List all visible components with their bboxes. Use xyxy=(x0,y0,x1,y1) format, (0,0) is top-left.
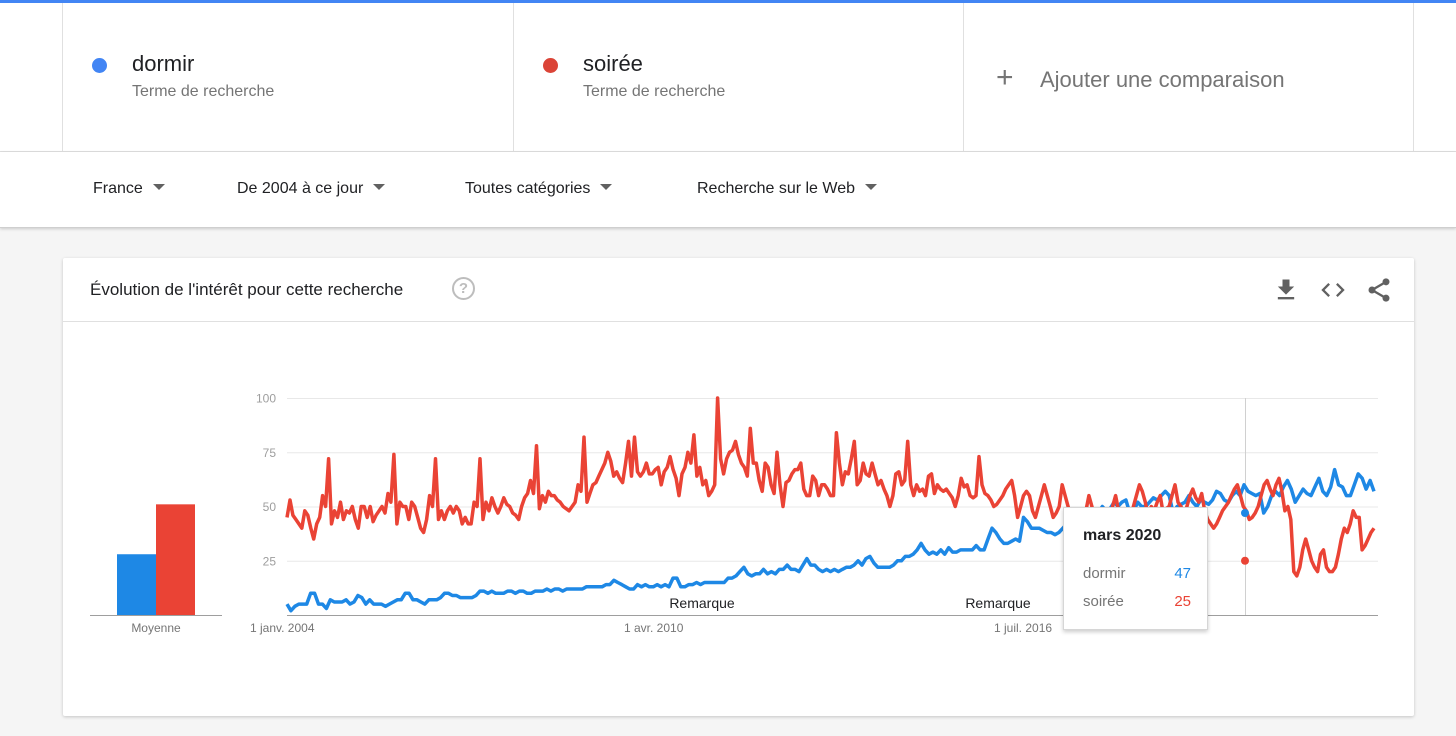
y-tick-label: 100 xyxy=(256,392,276,406)
top-accent-line xyxy=(0,0,1456,3)
average-label: Moyenne xyxy=(131,621,181,635)
plus-icon: + xyxy=(996,61,1014,94)
interest-over-time-card: Évolution de l'intérêt pour cette recher… xyxy=(63,258,1414,716)
annotation-label: Remarque xyxy=(669,595,735,611)
card-header: Évolution de l'intérêt pour cette recher… xyxy=(63,258,1414,322)
embed-code-icon[interactable] xyxy=(1319,276,1347,304)
add-comparison-button[interactable]: + Ajouter une comparaison xyxy=(963,3,1414,152)
term-type: Terme de recherche xyxy=(583,83,726,100)
term-card-soiree[interactable]: soirée Terme de recherche xyxy=(513,3,963,152)
series-line xyxy=(285,467,1376,613)
period-dropdown[interactable]: De 2004 à ce jour xyxy=(237,180,386,198)
dropdown-arrow-icon xyxy=(152,183,165,190)
period-label: De 2004 à ce jour xyxy=(237,180,364,197)
term-name[interactable]: dormir xyxy=(132,51,195,76)
hover-point xyxy=(1241,556,1249,565)
dropdown-arrow-icon xyxy=(600,183,613,190)
hover-tooltip: mars 2020 dormir 47 soirée 25 xyxy=(1063,507,1208,630)
series-dot-icon xyxy=(92,58,107,73)
x-tick-label: 1 janv. 2004 xyxy=(250,621,315,635)
y-tick-label: 25 xyxy=(263,554,277,568)
x-tick-label: 1 juil. 2016 xyxy=(994,621,1052,635)
category-dropdown[interactable]: Toutes catégories xyxy=(465,180,613,198)
term-name[interactable]: soirée xyxy=(583,51,643,76)
share-icon[interactable] xyxy=(1365,276,1393,304)
tooltip-term: soirée xyxy=(1083,593,1124,610)
add-comparison-label: Ajouter une comparaison xyxy=(1040,67,1285,92)
dropdown-arrow-icon xyxy=(373,183,386,190)
card-title: Évolution de l'intérêt pour cette recher… xyxy=(90,280,404,299)
tooltip-term: dormir xyxy=(1083,565,1126,582)
x-tick-label: 1 avr. 2010 xyxy=(624,621,684,635)
tooltip-value: 25 xyxy=(1174,593,1191,610)
hover-point xyxy=(1241,509,1249,518)
annotation-label: Remarque xyxy=(965,595,1031,611)
search-type-label: Recherche sur le Web xyxy=(697,180,855,197)
comparison-terms-bar: dormir Terme de recherche soirée Terme d… xyxy=(0,3,1456,152)
y-tick-label: 75 xyxy=(263,446,277,460)
region-label: France xyxy=(93,180,143,197)
term-card-dormir[interactable]: dormir Terme de recherche xyxy=(62,3,513,152)
term-type: Terme de recherche xyxy=(132,83,275,100)
help-icon[interactable]: ? xyxy=(452,277,475,300)
tooltip-value: 47 xyxy=(1174,565,1191,582)
category-label: Toutes catégories xyxy=(465,180,591,197)
download-icon[interactable] xyxy=(1272,276,1300,304)
search-type-dropdown[interactable]: Recherche sur le Web xyxy=(697,180,877,198)
tooltip-row: dormir 47 xyxy=(1083,565,1191,582)
tooltip-row: soirée 25 xyxy=(1083,593,1191,610)
average-bar xyxy=(156,504,195,615)
filter-bar: France De 2004 à ce jour Toutes catégori… xyxy=(0,152,1456,228)
series-dot-icon xyxy=(543,58,558,73)
y-tick-label: 50 xyxy=(263,500,277,514)
region-dropdown[interactable]: France xyxy=(93,180,165,198)
average-bar xyxy=(117,554,156,615)
tooltip-date: mars 2020 xyxy=(1083,527,1162,544)
dropdown-arrow-icon xyxy=(865,183,877,190)
series-line xyxy=(285,396,1376,578)
